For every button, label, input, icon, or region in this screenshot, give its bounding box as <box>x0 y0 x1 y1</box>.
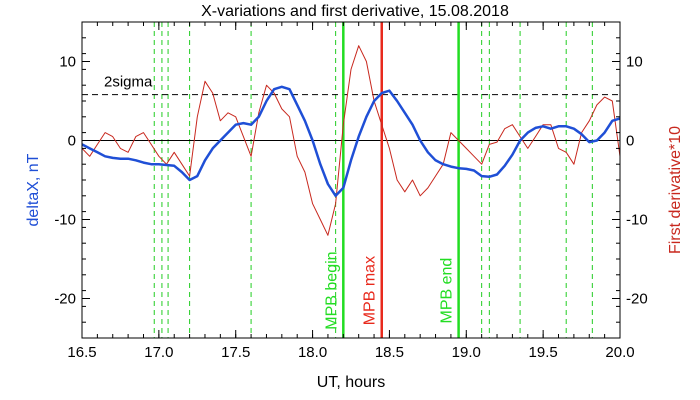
x-tick-label: 18.5 <box>375 344 404 361</box>
y-axis-label-left: deltaX, nT <box>25 153 42 226</box>
y-tick-label-right: -10 <box>626 212 648 229</box>
marker-label: MPB end <box>439 258 456 324</box>
x-tick-label: 16.5 <box>67 344 96 361</box>
threshold-label: 2sigma <box>104 74 153 91</box>
plot-frame <box>81 21 621 339</box>
chart-title: X-variations and first derivative, 15.08… <box>201 3 509 20</box>
y-tick-label-left: 10 <box>59 54 76 71</box>
y-tick-label-right: 10 <box>626 54 643 71</box>
x-tick-label: 20.0 <box>605 344 634 361</box>
x-tick-label: 18.0 <box>298 344 327 361</box>
y-tick-label-right: -20 <box>626 291 648 308</box>
plot-area: 2sigma MPB begin MPB max MPB end <box>81 22 621 338</box>
y-tick-label-left: -20 <box>54 291 76 308</box>
series-line-derivative <box>81 45 621 236</box>
x-tick-label: 19.5 <box>529 344 558 361</box>
series-line-deltaX <box>81 85 621 198</box>
x-axis-label: UT, hours <box>317 374 385 391</box>
x-tick-label: 17.5 <box>221 344 250 361</box>
axes: 16.5 17.0 17.5 18.0 18.5 19.0 19.5 20.0 10 0 -10 -2… <box>54 21 648 361</box>
y-tick-label-left: 0 <box>68 133 76 150</box>
x-tick-label: 17.0 <box>144 344 173 361</box>
marker-label: MPB begin <box>323 251 340 329</box>
y-axis-label-right: First derivative*10 <box>667 126 684 254</box>
y-tick-label-left: -10 <box>54 212 76 229</box>
marker-label: MPB max <box>362 256 379 325</box>
y-tick-label-right: 0 <box>626 133 634 150</box>
x-tick-label: 19.0 <box>452 344 481 361</box>
